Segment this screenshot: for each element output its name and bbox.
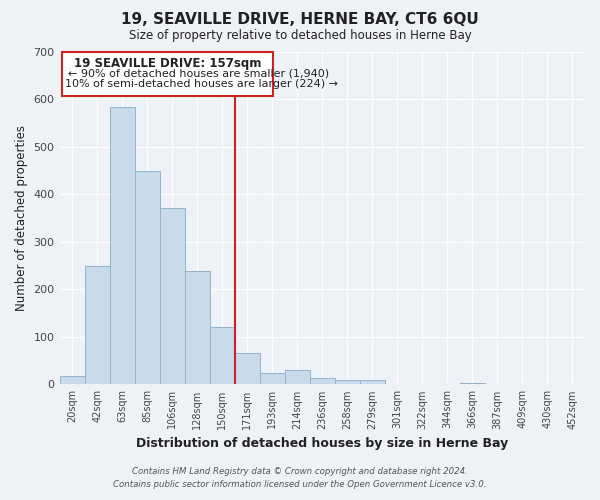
Bar (209, 328, 235, 384)
Bar (335, 380, 360, 384)
Text: 10% of semi-detached houses are larger (224) →: 10% of semi-detached houses are larger (… (65, 78, 338, 88)
Text: 19, SEAVILLE DRIVE, HERNE BAY, CT6 6QU: 19, SEAVILLE DRIVE, HERNE BAY, CT6 6QU (121, 12, 479, 28)
FancyBboxPatch shape (62, 52, 274, 96)
Bar (285, 370, 310, 384)
Bar (460, 383, 485, 384)
Text: 19 SEAVILLE DRIVE: 157sqm: 19 SEAVILLE DRIVE: 157sqm (74, 57, 262, 70)
X-axis label: Distribution of detached houses by size in Herne Bay: Distribution of detached houses by size … (136, 437, 508, 450)
Bar (85, 266, 110, 384)
Bar (235, 352, 260, 384)
Bar (260, 374, 285, 384)
Bar (160, 208, 185, 384)
Text: Contains HM Land Registry data © Crown copyright and database right 2024.
Contai: Contains HM Land Registry data © Crown c… (113, 468, 487, 489)
Y-axis label: Number of detached properties: Number of detached properties (15, 125, 28, 311)
Bar (310, 378, 335, 384)
Text: Size of property relative to detached houses in Herne Bay: Size of property relative to detached ho… (128, 29, 472, 42)
Bar (59, 376, 85, 384)
Bar (185, 271, 209, 384)
Bar (360, 380, 385, 384)
Bar (134, 172, 160, 384)
Text: ← 90% of detached houses are smaller (1,940): ← 90% of detached houses are smaller (1,… (68, 68, 329, 78)
Bar (110, 107, 134, 384)
